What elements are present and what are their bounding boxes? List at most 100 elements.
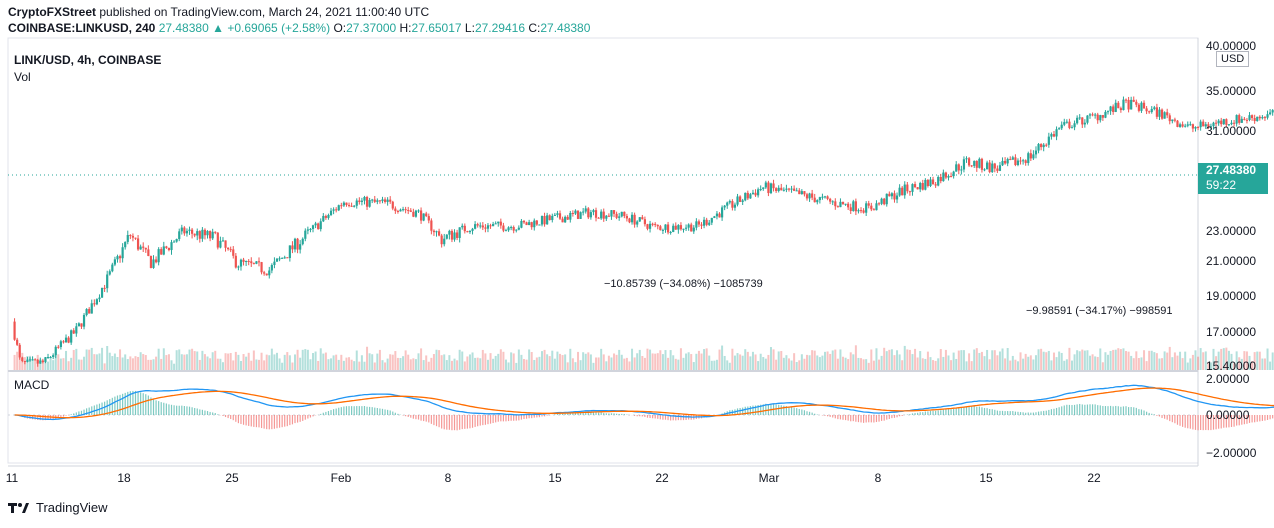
volume-bar [548,356,551,370]
candle-body [543,216,546,225]
candle-body [162,246,165,255]
candle-body [62,341,65,343]
candles [13,96,1274,367]
volume-bar [1263,358,1266,370]
candle-body [1158,109,1161,117]
candle-body [582,211,585,213]
volume-bar [1086,350,1089,370]
candle-body [172,241,176,243]
volume-bar [492,358,495,370]
candle-body [1114,102,1117,112]
tradingview-footer[interactable]: TradingView [8,500,108,515]
volume-bar [847,359,850,370]
candle-body [437,231,441,236]
volume-bar [1212,348,1215,370]
volume-bar [602,354,605,370]
volume-bar [188,349,191,370]
candle-body [1196,126,1200,128]
volume-bar [152,359,155,370]
candle-body [70,330,73,343]
candle-body [399,209,402,212]
volume-bar [1243,351,1246,370]
candle-body [602,211,605,219]
volume-bar [669,350,672,370]
candle-body [702,219,706,226]
candle-body [939,176,942,182]
volume-bar [1207,361,1210,370]
candle-body [901,187,904,196]
volume-bar [955,358,958,370]
volume-bar [718,349,721,370]
volume-bar [937,358,940,370]
candle-body [126,235,129,242]
candle-body [347,204,351,206]
candle-body [705,219,708,225]
candle-body [463,225,466,232]
volume-bar [991,350,994,370]
volume-bar [252,350,255,370]
volume-bar [77,359,80,370]
volume-bar [98,353,101,370]
candle-body [818,197,821,201]
volume-bar [185,354,188,370]
publisher-name[interactable]: CryptoFXStreet [8,5,97,19]
candle-body [921,183,924,190]
volume-bar [476,357,479,370]
volume-bar [1078,351,1081,370]
candle-body [1094,114,1097,116]
candle-body [1209,126,1213,128]
candle-body [111,264,114,272]
volume-bar [471,352,474,370]
volume-bar [842,356,845,370]
currency-label[interactable]: USD [1216,51,1250,67]
candle-body [353,205,356,207]
volume-bar [515,362,518,370]
candle-body [988,162,991,173]
volume-bar [705,348,708,370]
candle-body [960,169,963,171]
candle-body [1132,99,1135,102]
candle-body [461,225,464,228]
candle-body [278,258,281,260]
volume-bar [898,354,901,370]
candle-body [808,193,811,199]
candle-body [435,231,438,233]
volume-bar [502,351,505,370]
volume-bar [106,346,109,370]
volume-bar [679,348,682,370]
candle-body [769,183,773,194]
volume-bar [836,358,839,370]
volume-bar [587,352,590,370]
candle-body [49,356,52,358]
candle-body [360,200,364,202]
price-axis[interactable]: 40.00000 USD 35.00000 31.00000 27.48380 … [1198,38,1274,466]
candle-body [209,231,212,239]
volume-bar [1233,363,1236,370]
volume-bar [751,351,754,370]
candle-body [564,216,567,223]
candle-body [813,197,816,203]
volume-bar [615,354,618,370]
volume-bar [242,354,245,370]
volume-bar [167,354,170,370]
candle-body [64,337,68,343]
candle-body [193,233,196,236]
candle-body [533,220,536,228]
volume-bar [713,360,716,370]
volume-bar [67,361,70,370]
candle-body [746,192,749,199]
close-label: C: [528,21,541,35]
candle-body [780,187,783,191]
candle-body [368,200,371,207]
candle-body [28,359,32,361]
volume-bar [852,354,855,370]
volume-bar [1065,359,1068,370]
volume-bar [1222,348,1225,370]
candle-body [378,200,382,202]
candle-body [952,171,955,177]
candle-body [1202,121,1205,127]
volume-bar [137,356,140,370]
volume-bar [623,358,626,370]
volume-bar [849,352,852,370]
